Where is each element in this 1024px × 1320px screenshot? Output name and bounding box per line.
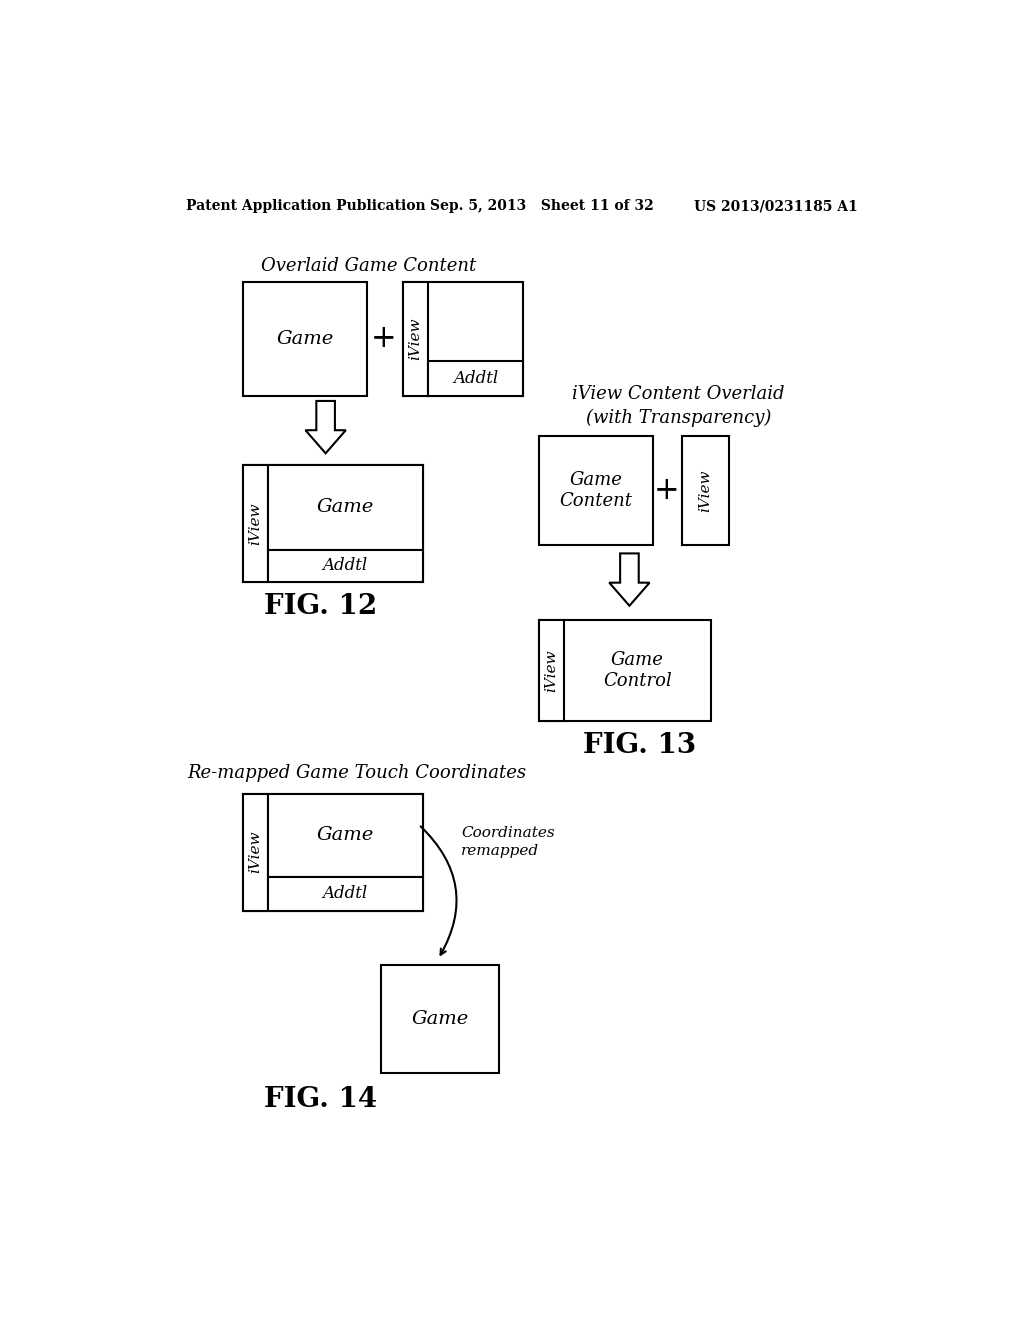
Text: Addtl: Addtl [453, 370, 499, 387]
Text: Addtl: Addtl [323, 886, 368, 903]
Text: Sep. 5, 2013   Sheet 11 of 32: Sep. 5, 2013 Sheet 11 of 32 [430, 199, 654, 213]
Bar [243, 465, 423, 582]
Text: FIG. 13: FIG. 13 [583, 731, 696, 759]
Bar [243, 465, 267, 582]
Polygon shape [305, 401, 346, 453]
Text: Addtl: Addtl [323, 557, 368, 574]
Text: iView: iView [544, 649, 558, 692]
Text: Re-mapped Game Touch Coordinates: Re-mapped Game Touch Coordinates [187, 764, 526, 781]
Bar [539, 620, 563, 721]
Bar [381, 965, 500, 1073]
Text: Game: Game [276, 330, 334, 347]
Bar [267, 876, 423, 911]
Text: iView: iView [409, 317, 423, 360]
Text: +: + [653, 475, 680, 506]
Text: Overlaid Game Content: Overlaid Game Content [261, 257, 476, 275]
Bar [539, 436, 653, 545]
Bar [267, 793, 423, 876]
Text: US 2013/0231185 A1: US 2013/0231185 A1 [693, 199, 857, 213]
Bar [243, 281, 367, 396]
Text: Patent Application Publication: Patent Application Publication [186, 199, 426, 213]
Text: Coordinates
remapped: Coordinates remapped [461, 826, 555, 858]
Text: iView: iView [698, 469, 713, 512]
Text: FIG. 12: FIG. 12 [263, 593, 377, 620]
Text: iView: iView [248, 502, 262, 545]
Bar [428, 360, 523, 396]
Text: +: + [371, 323, 396, 354]
Text: Game: Game [316, 826, 374, 845]
Text: iView: iView [248, 830, 262, 874]
Bar [403, 281, 428, 396]
Text: Game
Control: Game Control [603, 651, 672, 690]
Bar [267, 465, 423, 549]
Polygon shape [609, 553, 649, 606]
Text: Game
Content: Game Content [559, 471, 633, 510]
Bar [539, 620, 711, 721]
Bar [403, 281, 523, 396]
Text: Game: Game [412, 1010, 469, 1028]
Text: iView Content Overlaid
(with Transparency): iView Content Overlaid (with Transparenc… [572, 385, 784, 428]
Text: Game: Game [316, 498, 374, 516]
Bar [243, 793, 423, 911]
Text: FIG. 14: FIG. 14 [263, 1086, 377, 1113]
Bar [267, 549, 423, 582]
Bar [682, 436, 729, 545]
Bar [243, 793, 267, 911]
